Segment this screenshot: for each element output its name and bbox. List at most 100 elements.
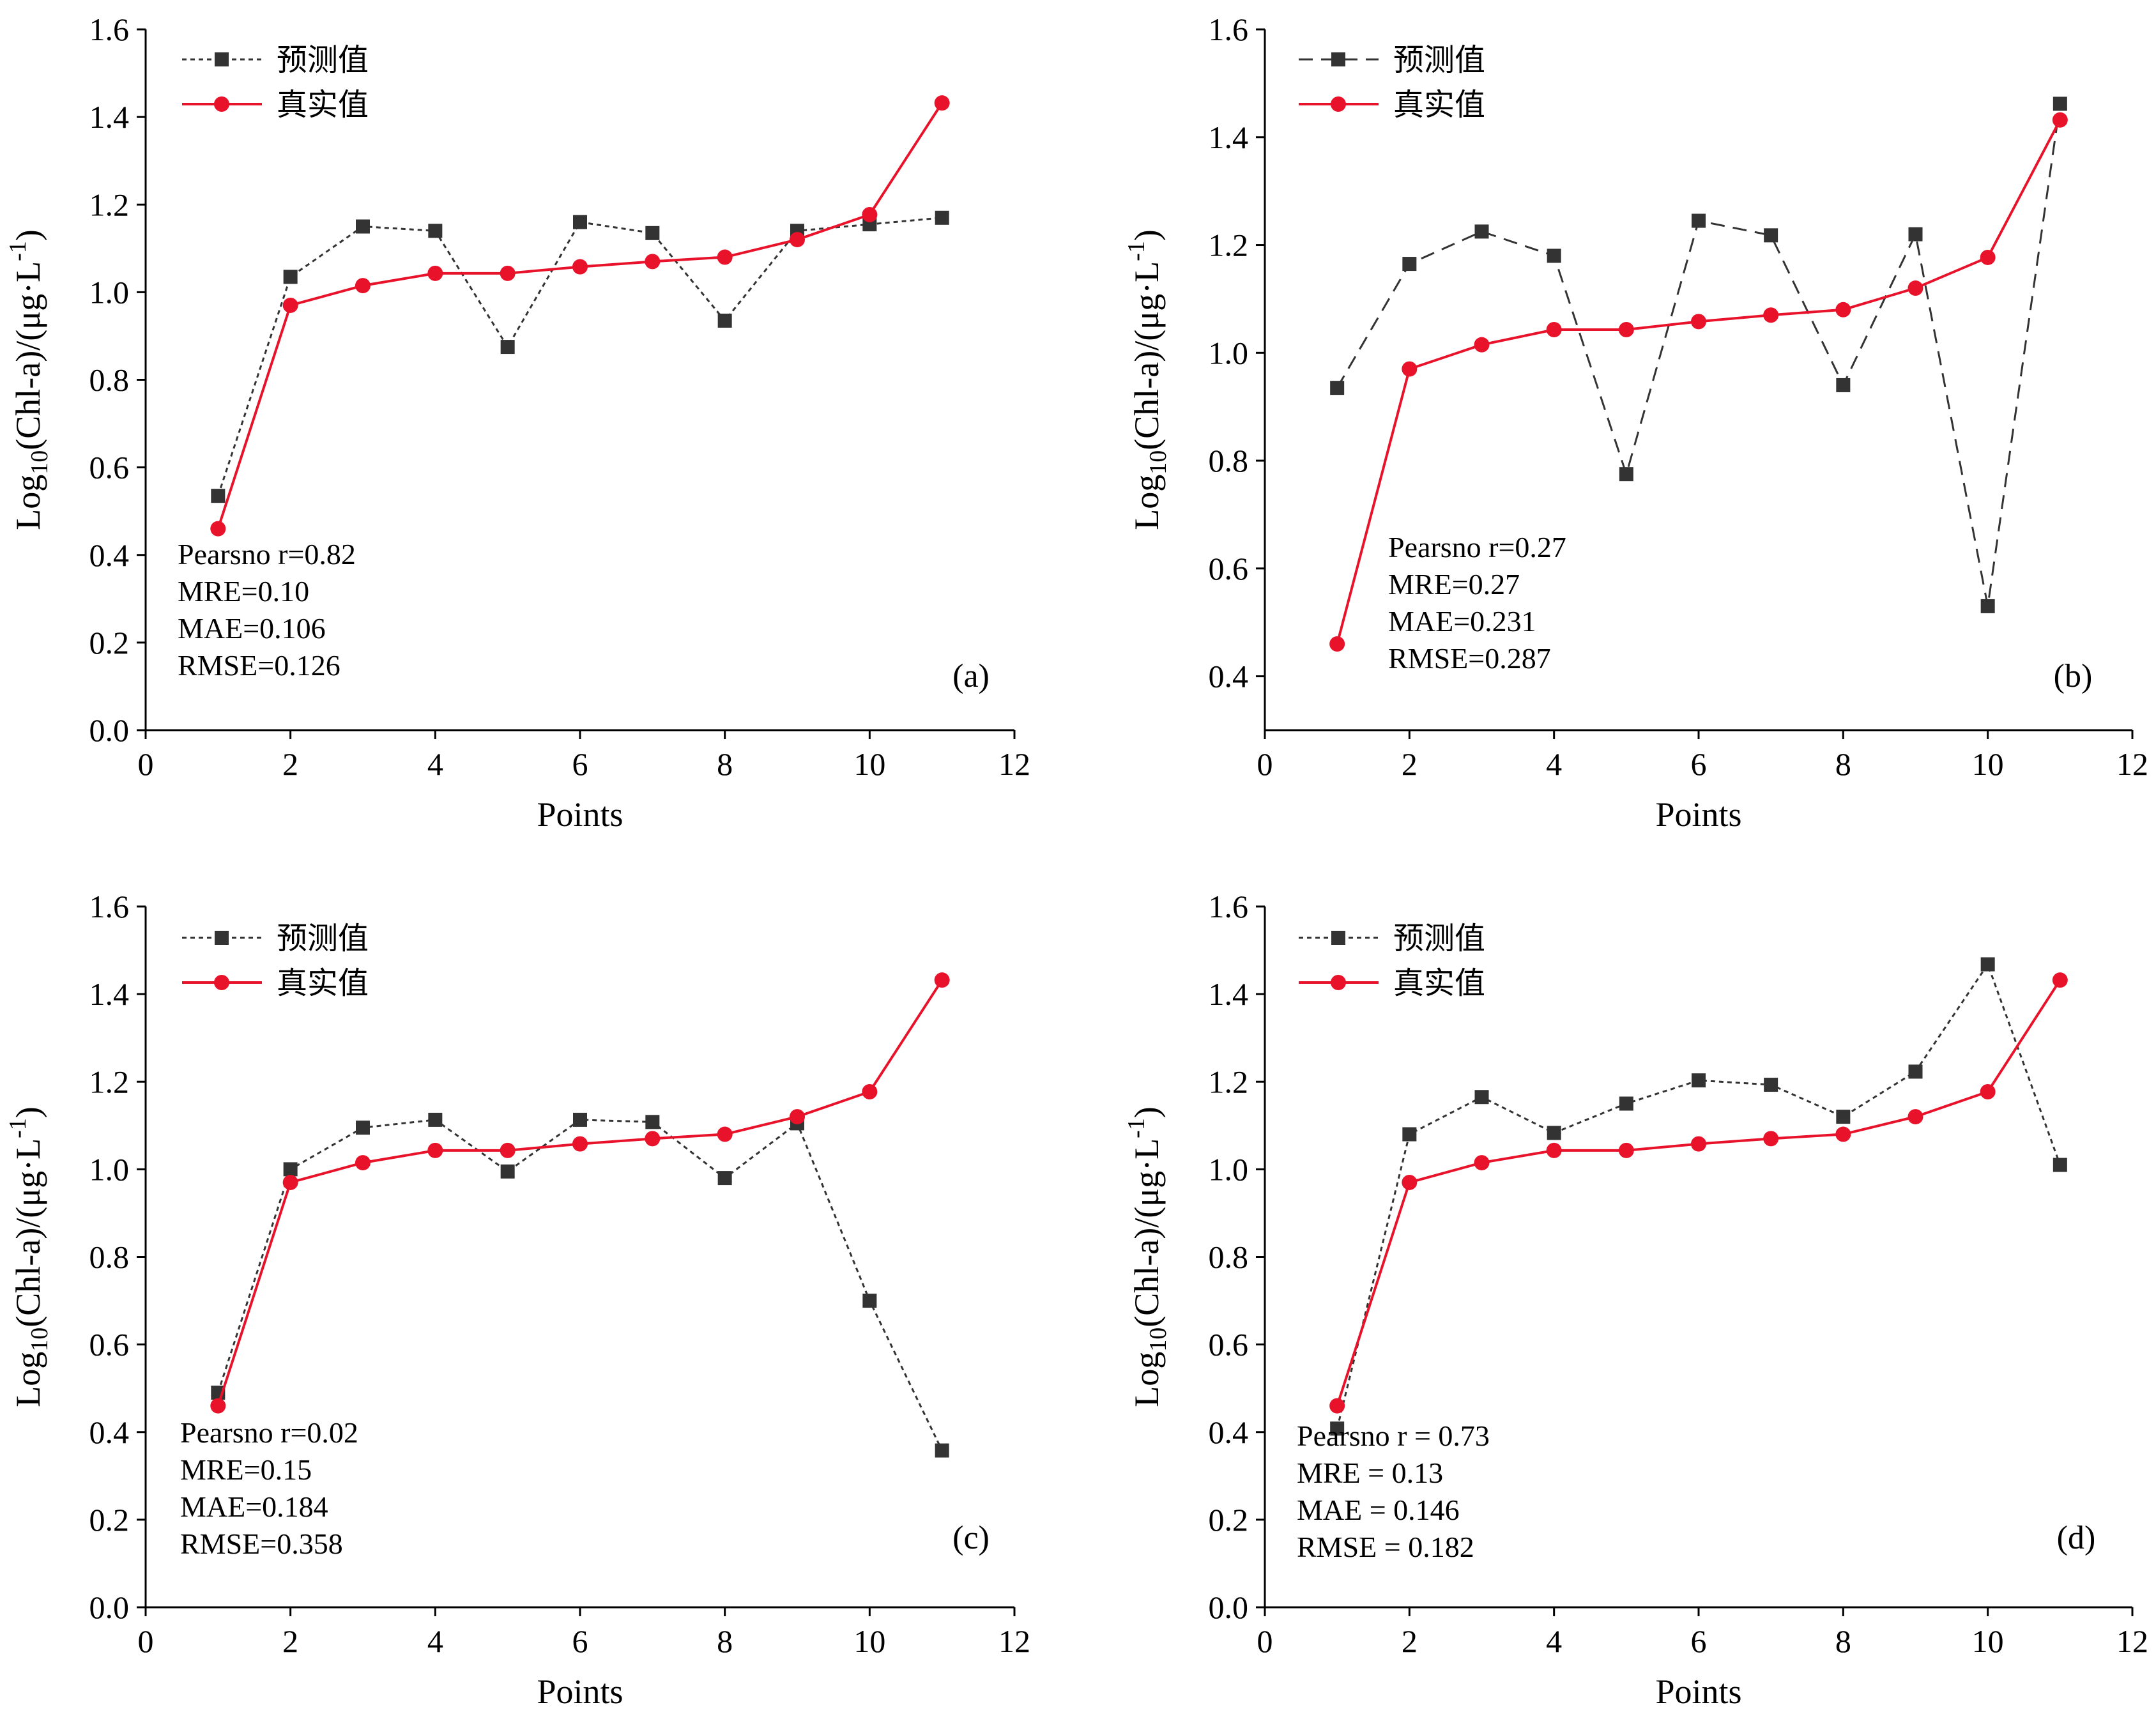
y-tick-label: 1.4 [89,99,130,135]
x-tick-label: 2 [282,746,298,782]
data-point-predicted [2053,1158,2067,1172]
x-tick-label: 10 [1972,1623,2004,1659]
data-point-actual [1402,361,1418,377]
data-point-actual [1329,1398,1345,1414]
y-axis-label-main: (Chl-a)/(μg·L [1128,1138,1166,1327]
y-tick-label: 1.0 [1209,335,1249,371]
stats-annotation: Pearsno r=0.82 [178,538,356,570]
data-point-predicted [1547,1126,1561,1140]
x-tick-label: 12 [998,746,1030,782]
data-point-actual [717,249,733,265]
legend-marker [1331,52,1345,66]
y-tick-label: 1.4 [1209,976,1249,1012]
data-point-actual [500,1142,516,1158]
data-point-predicted [211,489,226,503]
x-tick-label: 2 [1402,746,1418,782]
legend-marker [1331,975,1346,990]
legend-label: 预测值 [1393,921,1485,956]
data-point-actual [2052,112,2068,128]
x-tick-label: 6 [1691,746,1707,782]
y-axis-label-main: (Chl-a)/(μg·L [9,1138,47,1327]
y-tick-label: 1.6 [89,889,130,924]
y-tick-label: 0.6 [89,450,130,486]
data-point-actual [862,207,878,223]
data-point-predicted [573,1112,587,1127]
y-tick-label: 1.0 [89,274,130,310]
y-axis-label: Log10(Chl-a)/(μg·L-1) [4,229,53,530]
y-tick-label: 0.4 [1209,659,1249,694]
y-axis-label-suffix: ) [9,1106,47,1118]
y-tick-label: 1.2 [89,187,130,222]
data-point-actual [1835,1126,1851,1142]
data-point-actual [1474,1155,1490,1171]
legend-label: 真实值 [277,965,369,1001]
x-axis-label: Points [537,1672,623,1711]
data-point-actual [1691,1136,1706,1152]
data-point-actual [790,1109,805,1125]
data-point-actual [1980,249,1996,265]
stats-annotation: MRE=0.27 [1388,568,1520,600]
data-point-predicted [1619,1096,1633,1111]
data-point-predicted [428,1112,443,1127]
y-tick-label: 0.8 [1209,443,1249,478]
x-tick-label: 6 [1691,1623,1707,1659]
data-point-predicted [283,1162,298,1177]
legend-label: 真实值 [1393,87,1485,123]
x-tick-label: 8 [1835,746,1851,782]
y-tick-label: 1.4 [89,976,130,1012]
chart-panel-1: 0.0 0.2 0.4 0.6 0.8 1.0 1.2 1.4 1.6 0 2 4 6 8 10 12 Poin… [4,11,1030,834]
data-point-actual [282,1174,298,1190]
x-tick-label: 8 [717,746,733,782]
y-tick-label: 0.6 [1209,551,1249,586]
y-tick-label: 1.6 [89,11,130,47]
data-point-actual [355,278,371,294]
y-tick-label: 0.8 [1209,1239,1249,1275]
y-tick-label: 1.2 [89,1064,130,1099]
data-point-actual [1474,337,1490,353]
x-tick-label: 2 [282,1623,298,1659]
stats-annotation: Pearsno r=0.27 [1388,531,1566,563]
data-point-predicted [1908,1064,1923,1079]
data-point-actual [355,1155,371,1171]
stats-annotation: RMSE=0.287 [1388,642,1551,675]
data-point-actual [1980,1084,1996,1100]
data-point-actual [1546,1142,1562,1158]
x-tick-label: 12 [2116,746,2148,782]
series-line-actual [1336,119,2061,645]
data-point-predicted [1980,599,1995,613]
data-point-actual [645,1131,661,1147]
legend-marker [215,931,229,945]
data-point-actual [934,972,950,988]
y-tick-label: 0.0 [89,712,130,748]
data-point-actual [862,1084,878,1100]
chart-panel-2: 0.40.60.81.01.21.41.60 2 4 6 8 10 12PointsLog1… [1123,11,2148,834]
data-point-actual [717,1126,733,1142]
stats-annotation: MAE=0.106 [178,612,326,645]
y-axis-label-sub: 10 [1145,450,1172,475]
data-point-predicted [1402,1127,1417,1142]
x-tick-label: 2 [1402,1623,1418,1659]
data-point-actual [210,1398,226,1414]
y-tick-label: 0.6 [89,1327,130,1363]
y-tick-label: 1.0 [1209,1151,1249,1187]
panel-label: (d) [2057,1520,2096,1556]
x-tick-label: 12 [2116,1623,2148,1659]
y-tick-label: 0.6 [1209,1327,1249,1363]
y-axis-label: Log10(Chl-a)/(μg·L-1) [1123,1106,1172,1407]
x-tick-label: 10 [1972,746,2004,782]
data-point-actual [1763,307,1779,323]
stats-annotation: RMSE=0.126 [178,649,340,682]
x-tick-label: 4 [427,1623,443,1659]
data-point-actual [1908,280,1923,296]
data-point-actual [1908,1109,1923,1125]
y-tick-label: 0.8 [89,1239,130,1275]
legend-marker [215,52,229,66]
data-point-predicted [1764,1078,1778,1092]
y-axis-label-main: (Chl-a)/(μg·L [1128,261,1166,450]
legend-marker [1331,96,1346,112]
data-point-predicted [1330,381,1345,395]
y-axis-label-prefix: Log [9,475,47,530]
legend-marker [214,96,229,112]
data-point-predicted [935,210,949,225]
data-point-predicted [645,226,660,240]
